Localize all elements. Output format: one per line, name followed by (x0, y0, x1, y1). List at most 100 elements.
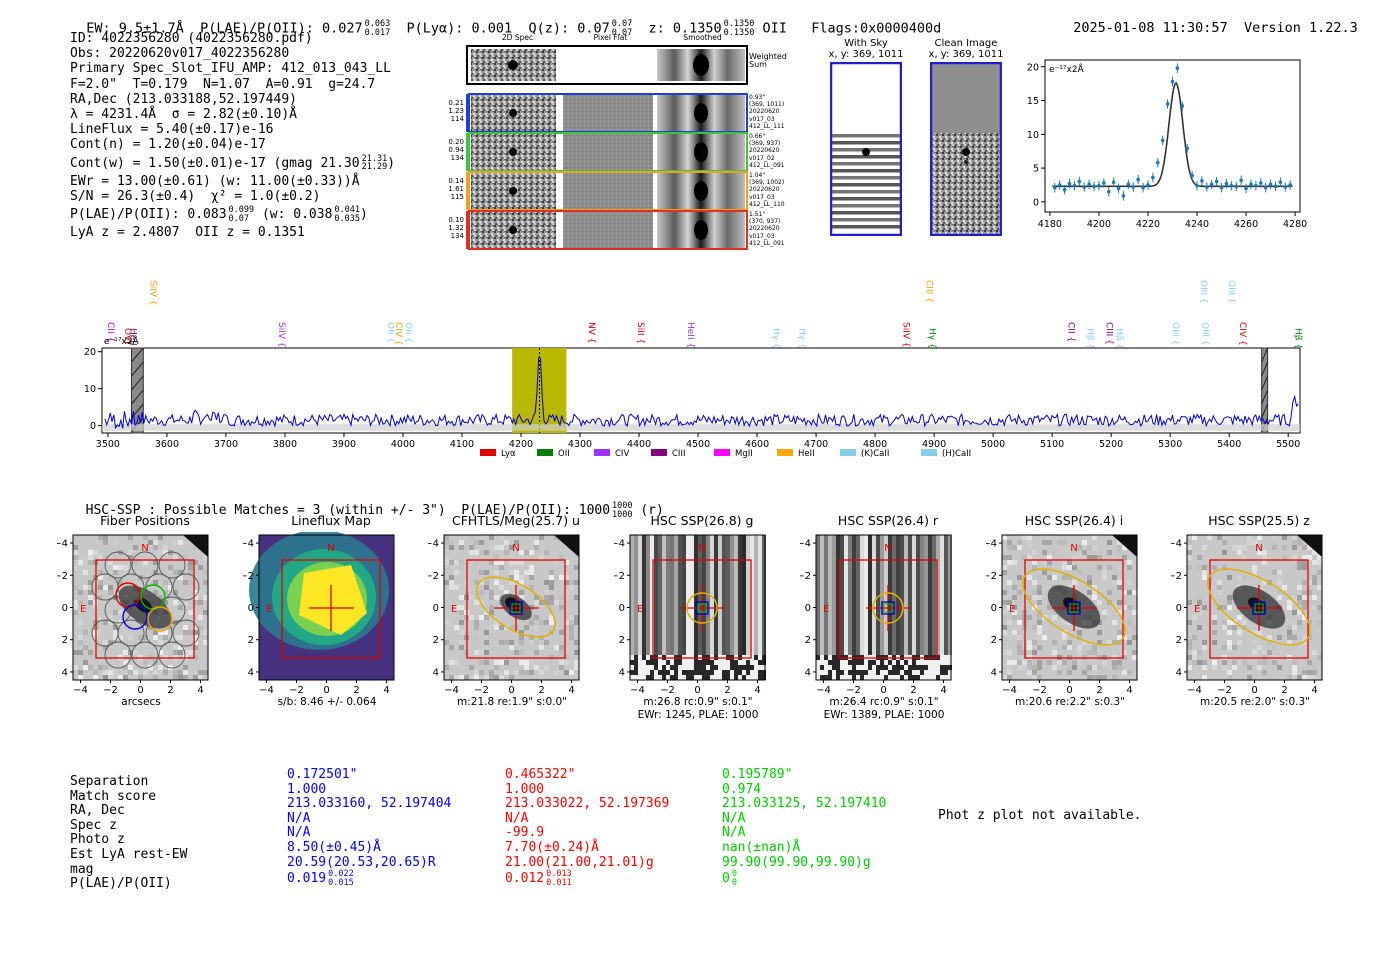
cutout-ytick: 0 (433, 603, 439, 614)
cutout-ytick: 2 (62, 635, 68, 646)
cutout-xtick: −2 (846, 685, 861, 696)
hsc-summary-end: (r) (640, 503, 664, 518)
match-value: 213.033022, 52.197369 (505, 796, 669, 812)
cutout-gal_z: HSC SSP(25.5) z N E −4 4 −2 2 0 0 2 −2 4 −4 m:20.5 re… (1171, 512, 1346, 727)
info-plae-hi: 0.099 (228, 205, 255, 216)
spectrum-xtick-label: 3700 (214, 439, 238, 450)
spec-row-right-val: 412_LL_091 (749, 239, 785, 247)
match-value-text: 99.90(99.90,99.90)g (722, 854, 871, 870)
gauss-point (1219, 182, 1224, 193)
cutout-aperture-box (652, 559, 752, 659)
line-marker-label: OII { (403, 322, 413, 343)
hsc-summary: HSC-SSP : Possible Matches = 3 (within +… (70, 487, 664, 519)
match-value: N/A (722, 811, 886, 827)
cutout-ytick: 4 (1176, 667, 1182, 678)
match-row-label: P(LAE)/P(OII) (70, 876, 172, 892)
match-value: 1.000 (287, 782, 451, 798)
info-lineflux: LineFlux = 5.40(±0.17)e-16 (70, 122, 274, 138)
fiber-circle (131, 551, 159, 579)
match-value-text: N/A (287, 825, 311, 841)
with-sky-title: With Sky (844, 38, 888, 49)
cutout-ytick: −4 (428, 539, 439, 550)
spectrum-xtick-label: 4400 (627, 439, 651, 450)
cutout-ytick: −2 (1171, 571, 1182, 582)
cutout-xtick: 2 (538, 685, 544, 696)
east-label: E (637, 604, 643, 615)
spectrum-baseline (102, 424, 1300, 431)
with-sky-header: With Sky x, y: 369, 1011 (818, 38, 914, 60)
line-marker-label: OIII { (1200, 322, 1210, 346)
cutout-xtick: −2 (103, 685, 118, 696)
spectrum-xtick-label: 3800 (273, 439, 297, 450)
match-column-2: 0.195789" 0.974 213.033125, 52.197410 N/A N/… (722, 767, 886, 886)
cutout-ytick: −4 (614, 539, 625, 550)
spec-row-right-val: (369, 937) (749, 140, 781, 148)
spec-row-right-0: 0.93" (369, 1011) 20220620 v017_03 412_LL_11… (749, 94, 785, 130)
clean-image (930, 62, 1002, 236)
line-marker-label: CIV { (393, 322, 403, 346)
with-sky-coords: x, y: 369, 1011 (828, 49, 904, 60)
match-plae-frac: 0.022 0.015 (328, 870, 354, 887)
spec-row-left-val: 0.21 (448, 99, 464, 107)
match-value: 0.974 (722, 781, 886, 798)
cutout-ytick: 0 (991, 603, 997, 614)
spec-row-right-val: (369, 1011) (749, 101, 785, 109)
cutout-ytick: 0 (805, 603, 811, 614)
cutout-ytick: −2 (243, 571, 254, 582)
header-qz-lo: 0.07 (611, 27, 633, 38)
cutout-aperture-box (1209, 559, 1309, 659)
cutout-xtick: 4 (754, 685, 760, 696)
col-2d-spec: 2D Spec (501, 33, 534, 42)
cutout-xtick: −4 (444, 685, 459, 696)
cutout-xtick: −2 (474, 685, 489, 696)
gauss-fit-chart: e⁻¹⁷x2Å 4180 4200 4220 4240 4260 4280 0 5 10 15 20 (1027, 59, 1307, 230)
gauss-point (1209, 179, 1214, 190)
cutout-sub1: m:20.5 re:2.0" s:0.3" (1200, 696, 1310, 708)
gauss-ytick-label: 10 (1027, 130, 1039, 141)
gauss-point (1190, 170, 1194, 181)
cutout-xtick: 4 (197, 685, 203, 696)
match-value-text: 21.00(21.00,21.01)g (505, 854, 654, 870)
cutout-xtick: −4 (630, 685, 645, 696)
fiber-circle (117, 573, 145, 601)
cutout-title: CFHTLS/Meg(25.7) u (452, 513, 580, 528)
line-marker-label: HeII { (685, 322, 695, 348)
spec-row-right-val: (370, 937) (749, 218, 781, 226)
match-value: 99.90(99.90,99.90)g (722, 854, 886, 871)
cutout-aperture-box (281, 559, 381, 659)
cutout-image: N E −4 4 −2 2 0 0 2 −2 4 −4 (1171, 534, 1323, 696)
cutout-ytick: −2 (614, 571, 625, 582)
gauss-point (1062, 184, 1067, 195)
header-plae-lo: 0.017 (364, 27, 391, 38)
spec-row-left-1: 0.20 0.94 134 (444, 138, 464, 163)
east-label: E (1009, 604, 1015, 615)
cutout-sub1: arcsecs (121, 696, 161, 708)
header-z: z: 0.1350 (648, 20, 722, 37)
cutout-xtick: 0 (1251, 685, 1257, 696)
info-plae-w-lo: 0.035 (334, 213, 361, 224)
match-value: 0.172501" (287, 767, 451, 783)
spec-row-right-val: 20220620 (749, 186, 780, 194)
spec-row-left-val: 115 (450, 193, 464, 202)
east-label: E (1194, 604, 1200, 615)
cutout-title: HSC SSP(26.8) g (650, 513, 754, 528)
gauss-point (1278, 177, 1283, 188)
match-row-label: Est LyA rest-EW (70, 846, 188, 862)
gauss-point (1126, 179, 1131, 190)
cutout-xtick: −4 (259, 685, 274, 696)
cutout-sub1: m:20.6 re:2.2" s:0.3" (1015, 696, 1125, 708)
legend-item: CIV (594, 449, 629, 459)
spec-row-right-1: 0.66" (369, 937) 20220620 v017_02 412_LL_091 (749, 133, 785, 169)
cutout-ytick: −4 (57, 539, 68, 550)
gauss-ytick-label: 20 (1027, 62, 1039, 73)
match-value-text: 0.974 (722, 781, 762, 797)
match-column-0: 0.172501" 1.000 213.033160, 52.197404 N/A N/… (287, 767, 451, 887)
line-marker-label: Hγ { (797, 328, 807, 349)
match-value-text: N/A (287, 810, 311, 826)
spec-row-right-2: 1.04" (369, 1002) 20220620 v017_03 412_LL_11… (749, 172, 785, 208)
gauss-point (1249, 179, 1253, 190)
match-value-text: 0.195789" (722, 767, 793, 782)
gauss-point (1224, 178, 1229, 189)
gauss-xtick-label: 4220 (1136, 219, 1160, 230)
spec-row-right-val: v017_03 (749, 193, 775, 201)
